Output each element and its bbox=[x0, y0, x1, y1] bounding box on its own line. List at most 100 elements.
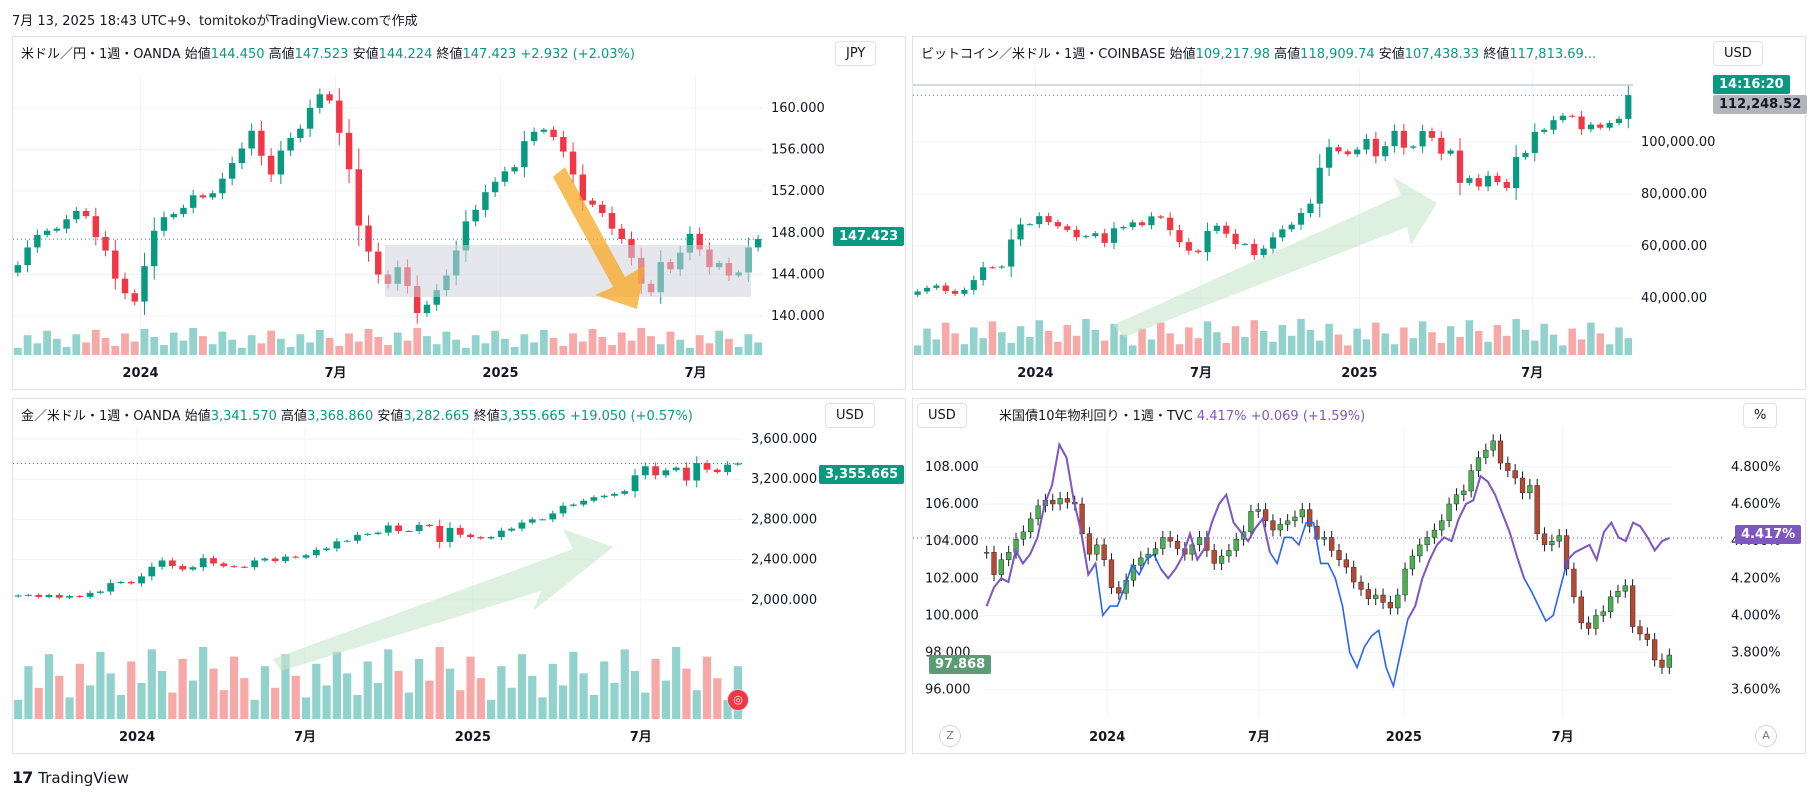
candle-body bbox=[539, 519, 546, 521]
volume-bar bbox=[43, 330, 51, 355]
currency-selector-jpy[interactable]: JPY bbox=[835, 41, 877, 66]
left-axis-currency-usd[interactable]: USD bbox=[917, 403, 967, 428]
volume-bar bbox=[672, 647, 681, 719]
volume-bar bbox=[286, 346, 295, 355]
candle-body bbox=[210, 558, 217, 564]
candle-body bbox=[287, 138, 294, 151]
candle-body bbox=[82, 210, 90, 217]
volume-bar bbox=[179, 340, 188, 355]
currency-selector-usd-gold[interactable]: USD bbox=[825, 403, 875, 428]
candle-body bbox=[1446, 503, 1452, 521]
candle-body bbox=[1563, 535, 1570, 570]
x-tick-label: 7月 bbox=[324, 366, 346, 381]
volume-bar bbox=[1250, 320, 1259, 355]
us10y-chart[interactable]: 108.000106.000104.000102.000100.00098.00… bbox=[913, 399, 1807, 755]
candle-body bbox=[1417, 544, 1423, 557]
volume-bar bbox=[1278, 325, 1287, 355]
candle-body bbox=[1035, 505, 1041, 520]
volume-bar bbox=[393, 332, 402, 355]
volume-bar bbox=[686, 347, 694, 355]
candle-body bbox=[540, 129, 548, 132]
candle-body bbox=[1073, 229, 1080, 238]
volume-bar bbox=[1007, 343, 1015, 355]
candle-body bbox=[1139, 222, 1146, 226]
left-tick-label: 104.000 bbox=[925, 534, 979, 549]
volume-bar bbox=[507, 687, 516, 719]
candle-body bbox=[1285, 520, 1291, 525]
candle-body bbox=[405, 531, 413, 533]
chart-panel-btcusd[interactable]: 100,000.00 80,000.00 60,000.00 40,000.00 202… bbox=[912, 36, 1808, 391]
candle-body bbox=[590, 497, 598, 501]
log-scale-toggle[interactable]: Z bbox=[939, 725, 961, 747]
volume-bar bbox=[72, 334, 81, 355]
volume-bar bbox=[923, 328, 931, 355]
percent-selector[interactable]: % bbox=[1743, 403, 1778, 428]
chart-panel-xauusd[interactable]: 3,600.000 3,200.000 2,800.000 2,400.000 2,00… bbox=[12, 398, 906, 754]
auto-scale-toggle[interactable]: A bbox=[1755, 725, 1777, 747]
volume-bar bbox=[1138, 328, 1146, 355]
candle-body bbox=[984, 552, 990, 554]
candle-body bbox=[528, 519, 536, 523]
candle-body bbox=[102, 237, 109, 251]
volume-bar bbox=[199, 647, 208, 719]
volume-bar bbox=[713, 678, 722, 719]
candle-body bbox=[316, 94, 324, 108]
candle-body bbox=[970, 280, 977, 290]
candle-body bbox=[989, 267, 996, 269]
volume-bar bbox=[322, 685, 331, 719]
volume-bar bbox=[558, 685, 568, 719]
candle-body bbox=[1006, 552, 1012, 560]
volume-bar bbox=[538, 697, 547, 719]
candle-body bbox=[426, 524, 433, 526]
dxy-last-price: 97.868 bbox=[929, 655, 992, 674]
volume-bar bbox=[435, 647, 444, 719]
candle-body bbox=[1307, 509, 1313, 527]
candle-body bbox=[621, 491, 629, 494]
candle-body bbox=[189, 567, 197, 570]
chart-panel-usdjpy[interactable]: 160.000 156.000 152.000 148.000 144.000 140.0… bbox=[12, 36, 906, 390]
candle-body bbox=[998, 559, 1004, 575]
currency-selector-usd[interactable]: USD bbox=[1713, 41, 1763, 66]
volume-bar bbox=[1372, 322, 1380, 355]
volume-bar bbox=[445, 668, 455, 719]
xauusd-chart[interactable]: 3,600.000 3,200.000 2,800.000 2,400.000 2,00… bbox=[13, 399, 907, 755]
candle-body bbox=[1615, 591, 1621, 598]
volume-bar bbox=[384, 345, 392, 355]
volume-bar bbox=[312, 663, 321, 719]
down-arrow-annotation bbox=[553, 167, 645, 309]
candle-body bbox=[1571, 568, 1577, 598]
volume-bar bbox=[941, 322, 950, 355]
volume-bar bbox=[723, 699, 732, 719]
usdjpy-chart[interactable]: 160.000 156.000 152.000 148.000 144.000 140.0… bbox=[13, 37, 907, 391]
candle-body bbox=[312, 549, 320, 556]
candle-body bbox=[1279, 229, 1286, 238]
xauusd-legend: 金／米ドル・1週・OANDA 始値3,341.570 高値3,368.860 安… bbox=[21, 409, 693, 424]
candle-body bbox=[686, 233, 694, 253]
candle-body bbox=[251, 560, 259, 568]
candle-body bbox=[724, 464, 731, 473]
volume-bar bbox=[44, 654, 54, 719]
volume-bar bbox=[209, 668, 218, 719]
volume-bar bbox=[1194, 338, 1202, 355]
candle-body bbox=[1578, 596, 1584, 624]
volume-bar bbox=[168, 692, 177, 719]
x-tick-label: 2025 bbox=[455, 730, 491, 745]
volume-bar bbox=[1063, 325, 1072, 355]
chart-panel-us10y[interactable]: 108.000 106.000 104.000 102.000 100.000 98.00… bbox=[912, 398, 1806, 754]
candle-body bbox=[1606, 123, 1613, 128]
candle-body bbox=[1196, 537, 1203, 546]
candle-body bbox=[560, 137, 567, 152]
volume-bar bbox=[579, 673, 588, 719]
volume-bar bbox=[271, 687, 280, 719]
y-tick-label: 3,200.000 bbox=[751, 472, 817, 487]
candle-body bbox=[1017, 224, 1024, 240]
volume-bar bbox=[121, 333, 129, 355]
volume-bar bbox=[548, 663, 557, 719]
btcusd-chart[interactable]: 100,000.00 80,000.00 60,000.00 40,000.00 202… bbox=[913, 37, 1807, 391]
volume-bar bbox=[1016, 326, 1025, 355]
volume-bar bbox=[1493, 325, 1502, 355]
candle-body bbox=[1255, 509, 1261, 512]
volume-bar bbox=[1091, 329, 1100, 355]
volume-bar bbox=[413, 328, 422, 355]
volume-bar bbox=[1577, 339, 1586, 355]
